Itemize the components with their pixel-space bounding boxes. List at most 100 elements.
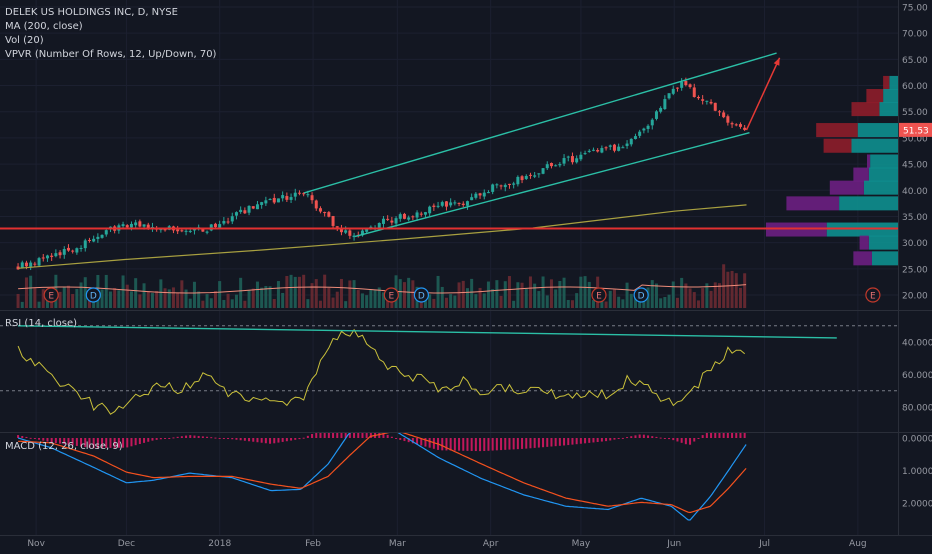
candle-body-6 xyxy=(41,257,45,259)
rsi-tick-label: 60.0000 xyxy=(902,371,932,381)
macd-histogram-bar xyxy=(185,435,188,438)
volume-bar-124 xyxy=(537,291,541,308)
earnings-marker-2[interactable]: E xyxy=(591,287,607,303)
macd-histogram-bar xyxy=(25,436,28,438)
macd-histogram-bar xyxy=(117,438,120,448)
macd-histogram-bar xyxy=(521,438,524,449)
time-axis: Nov Dec 2018 Feb Mar Apr May Jun Jul Aug xyxy=(27,539,866,549)
volume-bar-100 xyxy=(436,275,440,308)
candle-body-136 xyxy=(587,150,591,152)
macd-histogram-bar xyxy=(634,435,637,438)
candle-body-168 xyxy=(722,112,726,118)
candle-body-102 xyxy=(444,201,448,207)
candle-body-15 xyxy=(79,247,83,249)
macd-histogram-bar xyxy=(693,438,696,442)
candle-body-119 xyxy=(516,176,520,185)
ma200-line xyxy=(18,204,747,269)
volume-bar-130 xyxy=(562,277,566,308)
rsi-legend[interactable]: RSI (14, close) xyxy=(5,317,77,331)
volume-bar-13 xyxy=(71,294,75,308)
time-tick-label: May xyxy=(572,539,591,549)
legend-ma[interactable]: MA (200, close) xyxy=(5,21,83,32)
candle-body-49 xyxy=(222,221,226,224)
earnings-marker-circle xyxy=(383,287,399,303)
dividend-marker-label: D xyxy=(418,292,425,302)
volume-bar-134 xyxy=(579,276,583,308)
candle-body-158 xyxy=(680,81,684,88)
earnings-marker-3[interactable]: E xyxy=(865,287,881,303)
candle-body-132 xyxy=(570,156,574,163)
candle-body-17 xyxy=(87,239,91,241)
volume-bar-113 xyxy=(491,289,495,308)
volume-bar-61 xyxy=(272,299,276,308)
macd-histogram-bar xyxy=(243,438,246,441)
volume-bar-149 xyxy=(642,298,646,308)
macd-legend[interactable]: MACD (12, 26, close, 9) xyxy=(5,440,123,454)
volume-bar-79 xyxy=(348,280,352,308)
macd-histogram-bar xyxy=(453,438,456,451)
legend-title[interactable]: DELEK US HOLDINGS INC, D, NYSE xyxy=(5,7,178,18)
dividend-marker-circle xyxy=(633,287,649,303)
macd-histogram-bar xyxy=(668,438,671,440)
legend-vol[interactable]: Vol (20) xyxy=(5,35,44,46)
legend-vpvr[interactable]: VPVR (Number Of Rows, 12, Up/Down, 70) xyxy=(5,49,217,60)
macd-histogram-bar xyxy=(71,438,74,446)
candle-body-164 xyxy=(705,100,709,102)
candle-body-83 xyxy=(365,229,369,232)
macd-histogram-bar xyxy=(483,438,486,452)
macd-axis: 0.0000 1.0000 2.0000 xyxy=(902,435,932,510)
volume-bar-52 xyxy=(234,294,238,308)
volume-bar-62 xyxy=(276,281,280,308)
candle-body-105 xyxy=(457,202,461,204)
macd-tick-label: 2.0000 xyxy=(902,500,932,510)
projection-arrow-head xyxy=(773,57,780,66)
macd-histogram-bar xyxy=(575,438,578,445)
macd-histogram-bar xyxy=(201,436,204,438)
dividend-marker-1[interactable]: D xyxy=(413,287,429,303)
macd-histogram-bar xyxy=(46,438,49,442)
macd-histogram-bar xyxy=(340,433,343,438)
volume-bar-155 xyxy=(667,294,671,308)
volume-bar-10 xyxy=(58,291,62,308)
volume-bar-172 xyxy=(738,287,742,308)
candle-body-113 xyxy=(491,184,495,192)
price-tick-label: 30.00 xyxy=(902,239,928,249)
volume-bar-21 xyxy=(104,274,108,308)
candle-body-50 xyxy=(226,221,230,223)
macd-histogram-bar xyxy=(176,436,179,438)
vpvr-down-bar-4 xyxy=(823,138,852,153)
candle-body-47 xyxy=(213,223,217,228)
volume-bar-86 xyxy=(377,287,381,308)
candle-body-149 xyxy=(642,128,646,131)
volume-bar-44 xyxy=(201,300,205,308)
time-tick-label: Apr xyxy=(483,539,499,549)
candle-body-122 xyxy=(528,174,532,176)
volume-bar-7 xyxy=(45,297,49,308)
candle-body-139 xyxy=(600,148,604,153)
volume-bar-39 xyxy=(180,280,184,308)
macd-histogram-bar xyxy=(67,438,70,445)
dividend-marker-2[interactable]: D xyxy=(633,287,649,303)
price-tick-label: 70.00 xyxy=(902,30,928,40)
vpvr-down-bar-9 xyxy=(765,222,827,237)
candle-body-160 xyxy=(688,84,692,88)
vpvr-down-bar-0 xyxy=(883,75,890,90)
macd-histogram-bar xyxy=(680,438,683,443)
macd-histogram-bar xyxy=(264,438,267,444)
macd-histogram-bar xyxy=(672,438,675,441)
volume-bar-63 xyxy=(281,292,285,308)
volume-bar-40 xyxy=(184,289,188,308)
volume-bar-160 xyxy=(688,288,692,308)
macd-histogram-bar xyxy=(382,433,385,438)
candle-body-5 xyxy=(37,258,41,266)
volume-bar-81 xyxy=(356,290,360,308)
candle-body-2 xyxy=(24,262,28,267)
candle-body-73 xyxy=(323,212,327,214)
candle-body-10 xyxy=(58,252,62,256)
macd-histogram-bar xyxy=(222,438,225,439)
earnings-marker-0[interactable]: E xyxy=(43,287,59,303)
dividend-marker-0[interactable]: D xyxy=(85,287,101,303)
earnings-marker-1[interactable]: E xyxy=(383,287,399,303)
